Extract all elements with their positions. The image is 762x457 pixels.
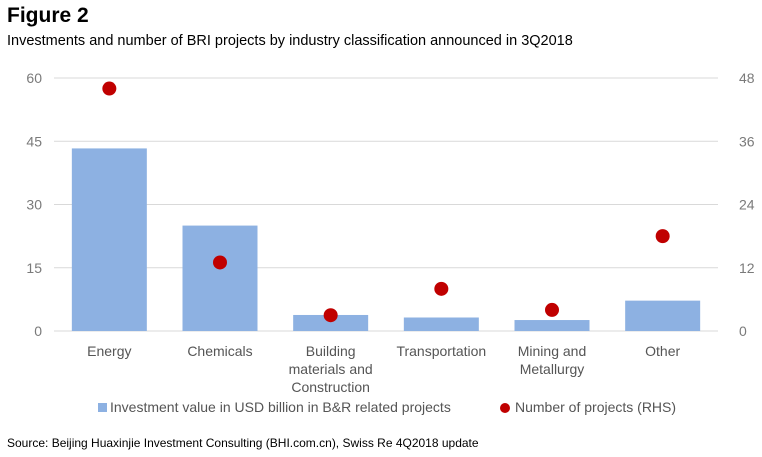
bar-series	[71, 148, 701, 331]
dot-marker	[434, 281, 449, 296]
bar	[403, 317, 479, 331]
dot-marker	[655, 229, 670, 244]
bar	[293, 314, 369, 331]
y-axis-right: 0 12 24 36 48	[739, 70, 755, 339]
bar	[514, 320, 590, 331]
dot-series	[102, 81, 670, 323]
category-label: Transportation	[396, 343, 486, 359]
x-axis-categories: Energy Chemicals Building materials and Cons…	[87, 343, 680, 395]
category-label-line: Other	[645, 343, 680, 359]
category-label-line: Mining and	[518, 343, 587, 359]
dot-marker	[323, 308, 338, 323]
source-note: Source: Beijing Huaxinjie Investment Con…	[7, 436, 479, 450]
bar	[182, 225, 258, 331]
dot-marker	[102, 81, 117, 96]
y-tick-label: 0	[34, 323, 42, 339]
bar	[625, 300, 701, 331]
y2-tick-label: 0	[739, 323, 747, 339]
y-tick-label: 45	[26, 133, 42, 149]
legend-bar-label: Investment value in USD billion in B&R r…	[110, 399, 451, 415]
legend-bar-swatch	[98, 403, 107, 412]
category-label-line: Building	[306, 343, 356, 359]
category-label-line: Chemicals	[187, 343, 252, 359]
legend-dot-label: Number of projects (RHS)	[515, 399, 676, 415]
y2-tick-label: 36	[739, 133, 755, 149]
y2-tick-label: 12	[739, 260, 755, 276]
legend-dot-swatch	[500, 403, 510, 413]
category-label: Building materials and Construction	[289, 343, 373, 395]
category-label-line: Construction	[291, 379, 370, 395]
y2-tick-label: 24	[739, 197, 755, 213]
chart-svg: 0 15 30 45 60 0 12 24 36 48 Energy Chemicals Build…	[26, 70, 755, 415]
y-tick-label: 15	[26, 260, 42, 276]
category-label: Other	[645, 343, 680, 359]
y-tick-label: 60	[26, 70, 42, 86]
dot-marker	[213, 255, 227, 270]
dot-marker	[545, 302, 559, 317]
figure-label: Figure 2	[7, 4, 89, 27]
category-label-line: Transportation	[396, 343, 486, 359]
category-label: Mining and Metallurgy	[518, 343, 587, 377]
category-label-line: Energy	[87, 343, 131, 359]
category-label: Chemicals	[187, 343, 252, 359]
y-tick-label: 30	[26, 197, 42, 213]
gridlines	[54, 77, 718, 332]
chart-title: Investments and number of BRI projects b…	[7, 33, 573, 49]
category-label-line: materials and	[289, 361, 373, 377]
bar	[71, 148, 147, 331]
y-axis-left: 0 15 30 45 60	[26, 70, 42, 339]
category-label-line: Metallurgy	[520, 361, 585, 377]
y2-tick-label: 48	[739, 70, 755, 86]
category-label: Energy	[87, 343, 131, 359]
legend: Investment value in USD billion in B&R r…	[98, 399, 676, 415]
